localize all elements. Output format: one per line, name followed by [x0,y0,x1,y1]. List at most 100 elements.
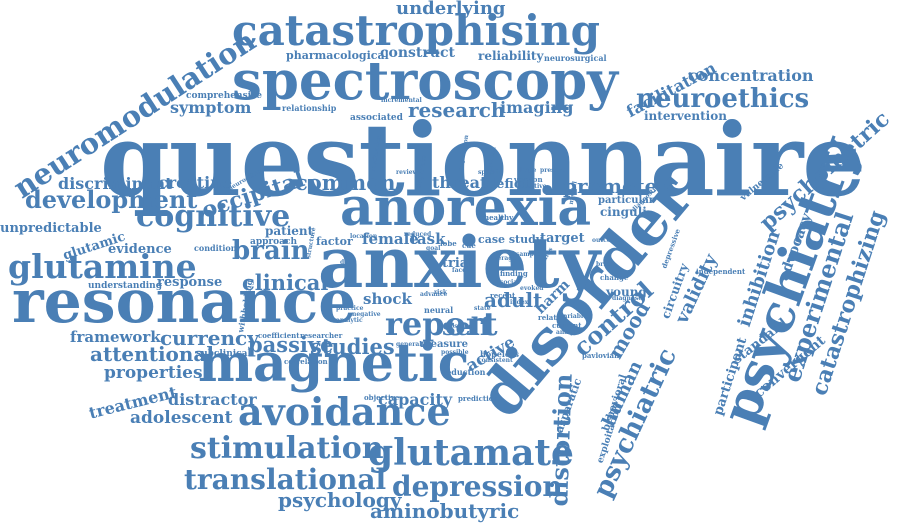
word: prediction [458,394,499,403]
word: average [490,255,517,262]
word: adult [484,288,543,312]
word: analyse [556,329,582,336]
word: reduced [404,231,432,238]
word: associated [350,113,403,123]
word: state [474,305,491,312]
word: framework [70,328,161,346]
word: stimulation [190,431,384,466]
word: social [500,279,520,286]
word: intervention [644,109,727,123]
word: goal [426,245,441,252]
word: positive [446,323,473,330]
word: psychology [278,488,402,512]
word: imaging [500,98,574,117]
word: glutamate [368,432,574,474]
word: distractor [168,390,257,409]
word: reliability [478,49,544,63]
word: general [396,341,422,348]
word: shock [363,290,412,308]
word: patient [265,224,314,238]
word: cognitive [136,199,291,234]
word: dual [340,259,355,266]
word: threat [432,173,488,192]
word: possible [441,349,469,356]
word: avoidance [238,389,451,434]
word: anorexia [340,177,592,238]
word: passive [248,332,334,357]
word: catastrophising [232,6,600,55]
word: common [295,170,396,195]
word: depression [392,470,563,503]
word: diagnose [612,295,643,302]
word: recent [490,291,516,300]
word: promote [563,174,658,198]
word: brain [232,236,310,266]
word: target [540,231,585,246]
word: researcher [300,331,343,340]
word: development [25,185,198,214]
word: evidence [108,242,172,257]
word: neurosurgical [544,53,607,63]
word: aminobutyric [370,499,520,523]
word: lobe [440,239,457,248]
word: outcome [592,237,621,244]
word: healthy [484,213,514,222]
word: pharmacological [286,49,389,62]
word: properties [104,363,203,383]
word: location [350,233,378,240]
word: variable [560,313,587,320]
word: response [157,275,223,290]
word: neuroethics [636,84,810,114]
word: discriminant [58,174,173,193]
word: currency [160,326,259,350]
word: female [362,230,419,248]
word: self [442,312,491,341]
word: related [538,313,566,322]
word: task [410,230,446,248]
word: cinguli [600,205,647,219]
word: finding [500,269,528,278]
word: change [600,273,629,282]
word: review [396,169,418,176]
word: relationship [282,103,337,113]
word: reduction [442,367,486,377]
word: hope [520,167,537,174]
word: young [606,285,647,299]
word: capacity [378,390,453,409]
word: deficit [487,177,533,192]
word: symptom [170,98,252,117]
word: unpredictable [0,221,102,236]
word: studies [310,334,395,359]
word: factor [316,235,353,248]
word: research [408,98,506,122]
word: particular [598,195,655,206]
word: index [510,299,529,306]
word: current [552,321,582,330]
word: resonance [12,267,357,337]
word: independent [696,267,746,276]
word: evoked [520,285,544,292]
word: adolescent [130,408,233,428]
word: present [540,167,566,174]
word: trial [442,256,474,271]
word: consistent [478,357,513,364]
word: translational [184,463,387,496]
word: coefficient [258,331,300,340]
word: underlying [396,0,506,19]
word: attentional [90,342,214,366]
word: neural [424,305,454,315]
word: pavlovian [582,351,620,360]
word: practice [336,305,364,312]
word: analytic [336,317,363,324]
word: magnetic [198,333,470,394]
word: brief [596,261,613,268]
word: creatine [158,173,232,192]
word: case study [478,233,543,246]
word: negative [352,311,381,318]
word: anxiety [318,221,601,304]
word: sample [516,251,540,258]
word: report [385,305,498,343]
word: advance [420,291,448,298]
word: cue [462,241,476,250]
